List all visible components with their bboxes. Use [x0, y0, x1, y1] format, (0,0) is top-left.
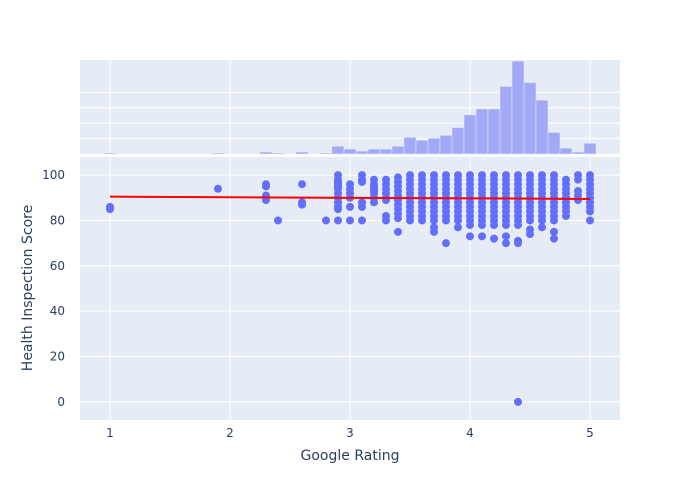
- y-tick-label: 40: [50, 304, 65, 318]
- histogram-bar: [379, 148, 393, 155]
- histogram-bar: [463, 114, 477, 155]
- histogram-bar: [427, 138, 441, 155]
- scatter-point: [334, 205, 342, 214]
- scatter-point: [418, 216, 426, 225]
- scatter-point: [334, 216, 342, 225]
- histogram-bar: [343, 148, 357, 155]
- scatter-point: [454, 223, 462, 232]
- trendline: [109, 195, 591, 200]
- x-tick-label: 5: [586, 426, 594, 440]
- histogram-bar: [439, 135, 453, 155]
- histogram-bar: [331, 145, 345, 155]
- scatter-point: [490, 234, 498, 243]
- scatter-point: [538, 216, 546, 225]
- histogram-bar: [403, 137, 417, 155]
- scatter-point: [322, 216, 330, 225]
- scatter-point: [586, 216, 594, 225]
- y-tick-label: 60: [50, 259, 65, 273]
- histogram-bar: [487, 108, 501, 155]
- scatter-point: [298, 200, 306, 209]
- scatter-point: [526, 230, 534, 239]
- marginal-histogram: [103, 60, 597, 155]
- scatter-point: [298, 180, 306, 189]
- x-axis-title: Google Rating: [301, 448, 400, 464]
- histogram-bar: [319, 152, 333, 155]
- scatter-point: [442, 239, 450, 248]
- scatter-point: [406, 216, 414, 225]
- scatter-point: [502, 232, 510, 241]
- histogram-bar: [511, 60, 525, 155]
- scatter-point: [358, 202, 366, 211]
- scatter-point: [370, 198, 378, 207]
- scatter-point: [538, 223, 546, 232]
- histogram-bar: [475, 108, 489, 155]
- x-tick-label: 1: [106, 426, 114, 440]
- scatter-point: [586, 207, 594, 216]
- histogram-bar: [559, 147, 573, 155]
- scatter-point: [490, 221, 498, 230]
- histogram-bar: [583, 142, 597, 155]
- histogram-bar: [391, 145, 405, 155]
- histogram-bar: [415, 140, 429, 155]
- histogram-bar: [367, 148, 381, 155]
- x-tick-label: 2: [226, 426, 234, 440]
- scatter-point: [394, 227, 402, 236]
- histogram-bar: [547, 132, 561, 155]
- scatter-points: [106, 171, 594, 406]
- scatter-point: [346, 202, 354, 211]
- histogram-bar: [211, 152, 225, 155]
- trendline-path: [109, 195, 591, 200]
- scatter-point: [214, 184, 222, 193]
- histogram-bar: [571, 151, 585, 155]
- histogram-bar: [295, 151, 309, 155]
- histogram-bar: [259, 151, 273, 155]
- histogram-bar: [523, 82, 537, 155]
- histogram-bar: [499, 86, 513, 155]
- scatter-point: [106, 205, 114, 214]
- scatter-point: [382, 216, 390, 225]
- scatter-point: [550, 227, 558, 236]
- scatter-point: [466, 221, 474, 230]
- scatter-point: [442, 216, 450, 225]
- scatter-point: [514, 397, 522, 406]
- histogram-bar: [355, 150, 369, 155]
- scatter-point: [574, 196, 582, 205]
- scatter-point: [562, 211, 570, 220]
- x-tick-label: 4: [466, 426, 474, 440]
- scatter-point: [550, 216, 558, 225]
- histogram-bar: [535, 99, 549, 155]
- scatter-point: [574, 175, 582, 184]
- histogram-bar: [451, 127, 465, 155]
- scatter-point: [502, 221, 510, 230]
- y-tick-labels: 0 20 40 60 80 100: [42, 168, 65, 409]
- scatter-point: [550, 234, 558, 243]
- y-tick-label: 0: [57, 395, 65, 409]
- scatter-point: [358, 216, 366, 225]
- histogram-bar: [103, 152, 117, 155]
- scatter-point: [514, 239, 522, 248]
- scatter-point: [502, 239, 510, 248]
- scatter-point: [394, 214, 402, 223]
- y-tick-label: 20: [50, 350, 65, 364]
- y-tick-label: 80: [50, 213, 65, 227]
- scatter-point: [346, 216, 354, 225]
- scatter-point: [262, 182, 270, 191]
- scatter-point: [274, 216, 282, 225]
- scatter-point: [454, 216, 462, 225]
- x-tick-labels: 1 2 3 4 5: [106, 426, 594, 440]
- scatter-point: [526, 216, 534, 225]
- y-axis-title: Health Inspection Score: [20, 205, 36, 371]
- scatter-point: [478, 221, 486, 230]
- scatter-point: [358, 177, 366, 186]
- x-tick-label: 3: [346, 426, 354, 440]
- histogram-bar: [271, 152, 285, 155]
- scatter-point: [466, 232, 474, 241]
- y-tick-label: 100: [42, 168, 65, 182]
- scatter-point: [514, 221, 522, 230]
- scatter-point: [430, 216, 438, 225]
- scatter-point: [478, 232, 486, 241]
- scatter-point: [430, 227, 438, 236]
